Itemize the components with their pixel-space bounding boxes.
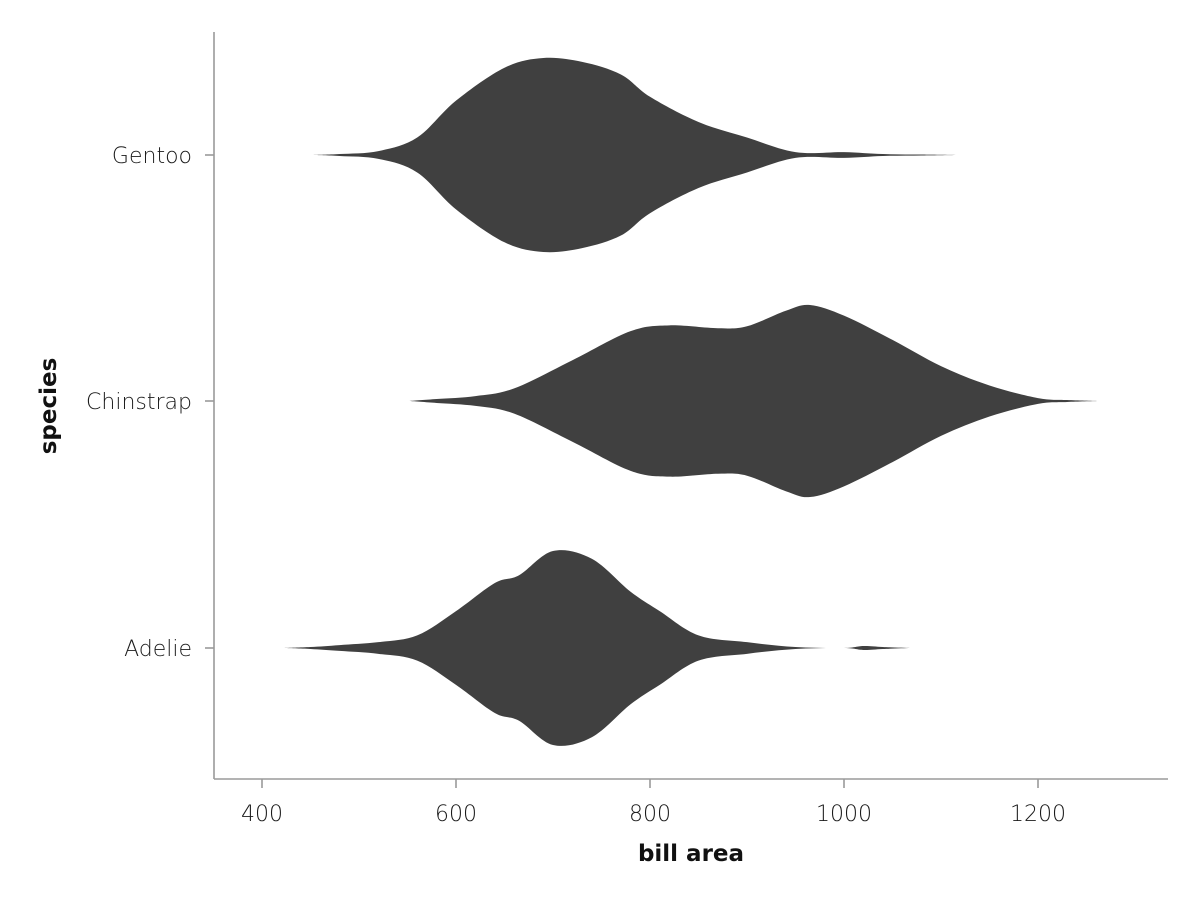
x-tick-label: 800	[629, 802, 671, 827]
y-tick-label-adelie: Adelie	[124, 637, 192, 662]
x-tick-label: 400	[241, 802, 283, 827]
y-tick-label-chinstrap: Chinstrap	[86, 390, 192, 415]
x-tick-label: 1000	[816, 802, 872, 827]
violin-chinstrap	[409, 304, 1099, 498]
x-tick-label: 1200	[1010, 802, 1066, 827]
x-axis-title: bill area	[638, 841, 744, 867]
x-tick-label: 600	[435, 802, 477, 827]
x-axis-ticks: 400 600 800 1000 1200	[241, 779, 1066, 827]
y-axis-title: species	[36, 358, 62, 455]
violin-adelie	[283, 550, 910, 746]
y-axis-ticks: Adelie Chinstrap Gentoo	[86, 144, 214, 662]
y-tick-label-gentoo: Gentoo	[112, 144, 192, 169]
violin-gentoo	[312, 57, 959, 253]
violin-group	[283, 57, 1099, 746]
